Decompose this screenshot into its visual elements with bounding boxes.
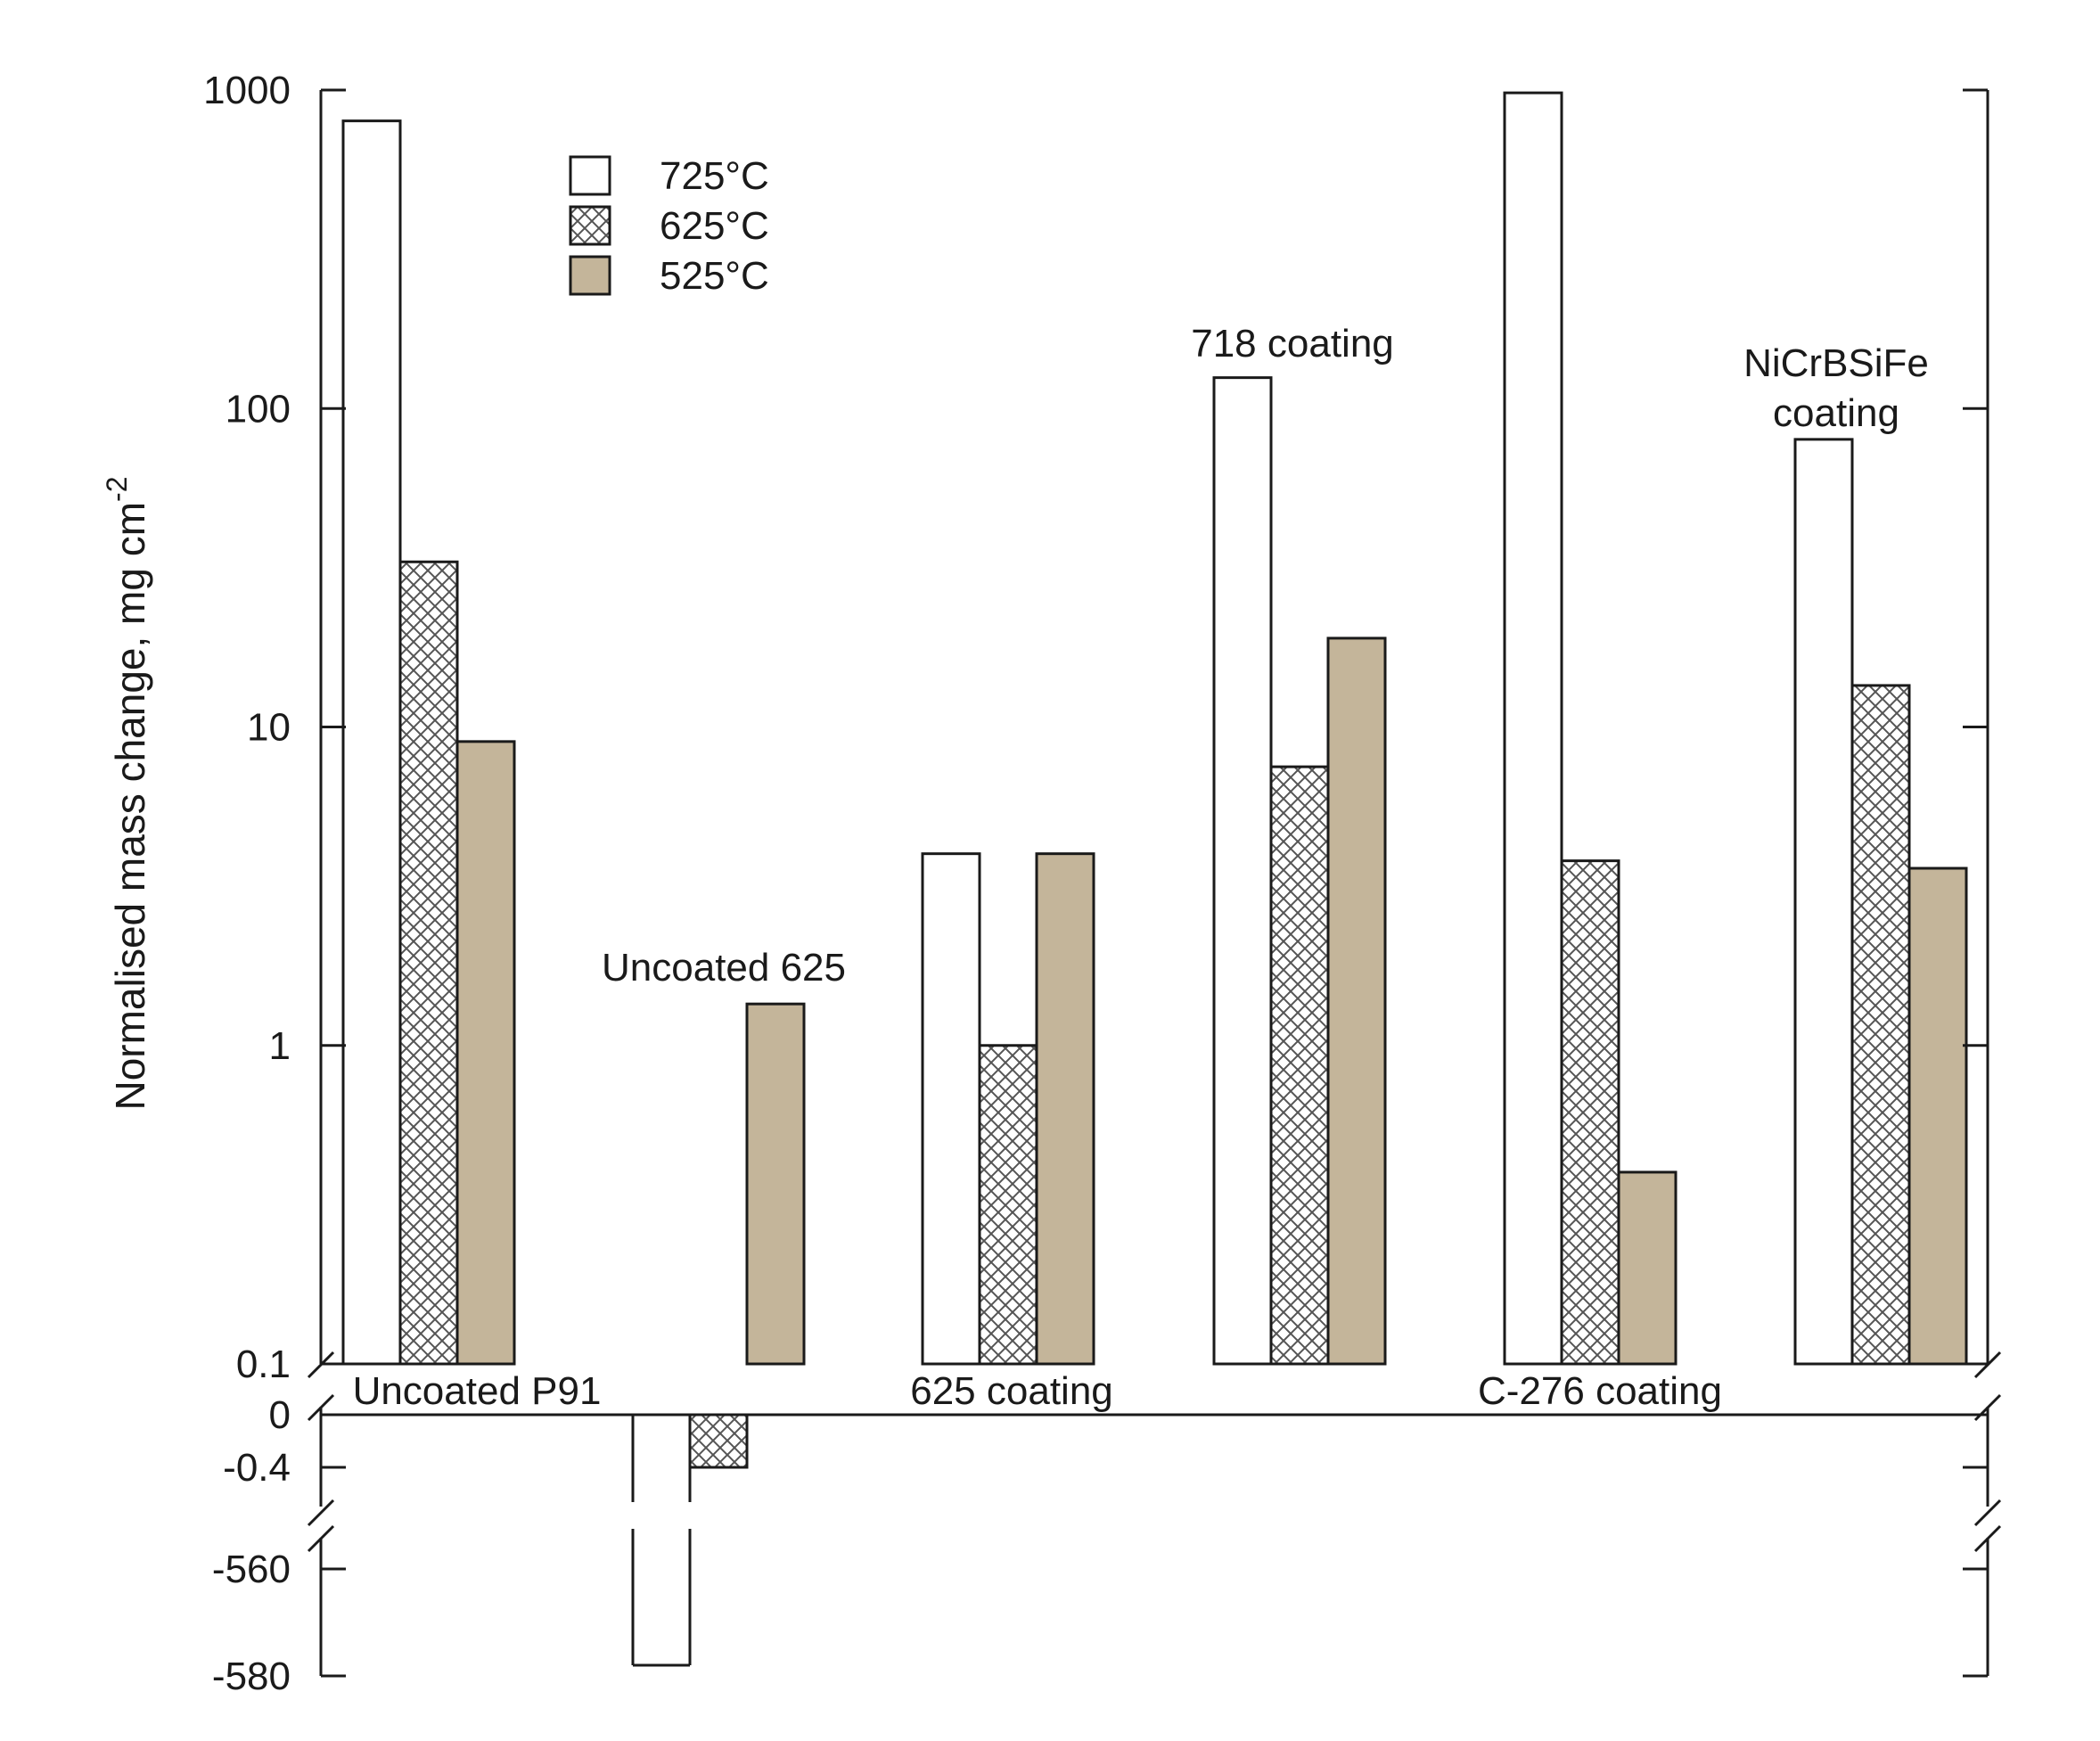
bar-6-625 [1850, 684, 1911, 1366]
category-label: coating [1773, 391, 1899, 435]
bar-1-725 [341, 119, 402, 1366]
bar-2-725 [631, 1415, 692, 1667]
bar-4-625 [1269, 765, 1330, 1366]
y-tick-label: -580 [212, 1655, 291, 1698]
bar-1-625 [398, 560, 459, 1366]
legend-label-625: 625°C [660, 204, 769, 248]
bar-2-625 [688, 1413, 749, 1469]
bar-4-725 [1212, 376, 1273, 1366]
legend-swatch-625 [569, 205, 611, 246]
y-tick-label: 10 [247, 706, 291, 750]
axis-break-left [307, 1499, 335, 1527]
bar-6-525 [1907, 866, 1968, 1366]
y-tick-label: 1 [269, 1024, 291, 1068]
y-axis-title-superscript: -2 [101, 476, 133, 501]
bar-5-725 [1503, 91, 1563, 1366]
y-tick-label: 0.1 [236, 1343, 291, 1386]
y-tick-label: -560 [212, 1548, 291, 1591]
category-label: C-276 coating [1478, 1369, 1722, 1413]
y-tick-label: -0.4 [223, 1446, 291, 1490]
bar-5-625 [1560, 859, 1620, 1366]
bar-3-525 [1035, 852, 1095, 1366]
category-label: 718 coating [1191, 322, 1394, 365]
axis-break-right [1973, 1524, 2002, 1553]
axis-break-left [307, 1393, 335, 1422]
axis-break-right [1973, 1499, 2002, 1527]
legend-swatch-725 [569, 155, 611, 196]
bar-3-625 [978, 1044, 1038, 1366]
bar-3-725 [921, 852, 981, 1366]
category-label: Uncoated 625 [602, 946, 846, 990]
y-tick-label: 1000 [203, 69, 291, 112]
category-label: NiCrBSiFe [1743, 341, 1929, 385]
legend-label-725: 725°C [660, 154, 769, 198]
y-axis-title-text: Normalised mass change, mg cm [107, 502, 153, 1111]
axis-break-left [307, 1524, 335, 1553]
category-label: Uncoated P91 [353, 1369, 602, 1413]
legend-label-525: 525°C [660, 254, 769, 298]
bar-5-525 [1617, 1170, 1678, 1366]
y-axis-title: Normalised mass change, mg cm-2 [101, 476, 153, 1110]
category-label: 625 coating [910, 1369, 1113, 1413]
y-tick-label: 100 [226, 387, 291, 431]
bar-4-525 [1326, 636, 1387, 1366]
bar-6-725 [1793, 438, 1854, 1366]
bar-2-525 [745, 1002, 806, 1366]
bar-1-525 [455, 740, 516, 1366]
axes [307, 88, 2002, 1678]
legend-swatch-525 [569, 255, 611, 296]
y-tick-label: 0 [269, 1393, 291, 1437]
